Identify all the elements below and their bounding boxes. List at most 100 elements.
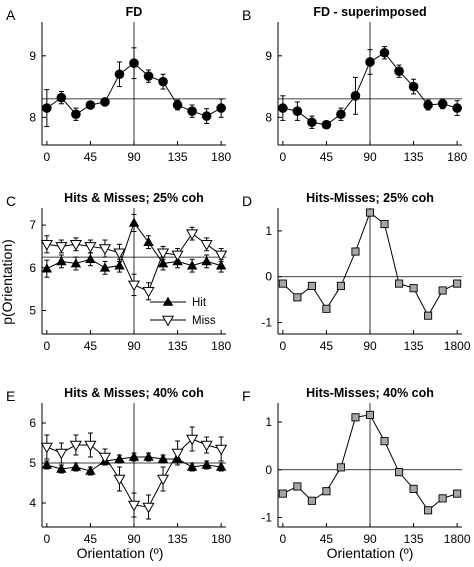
data-point [85,465,96,475]
panel-a: A FD 0 45 90 135 180 8 9 [6,5,231,164]
data-point [186,260,198,270]
data-point [128,451,140,461]
data-point [56,463,67,473]
panel-f: F Hits-Misses; 40% coh 0 45 90 135 1800 -1 0 1 [242,386,471,546]
data-point [42,103,52,113]
legend-marker [162,296,174,306]
data-point [98,452,112,464]
x-tick-label: 90 [363,339,377,353]
y-tick-label: 1 [265,415,272,429]
data-point [293,293,302,302]
data-point [216,103,226,113]
data-point [158,76,168,87]
y-axis-title: p(Orientation) [0,239,15,325]
data-point [409,284,418,293]
x-tick-label: 90 [127,532,141,546]
data-point [365,410,375,419]
y-tick-label: 6 [29,416,36,430]
x-axis-title: Orientation (º) [77,545,164,561]
data-point [143,236,154,246]
series-0 [278,208,462,320]
data-point [113,248,126,260]
series-0 [278,46,462,130]
data-point [380,219,389,229]
data-point [114,453,125,463]
data-point [127,280,141,292]
data-point [71,109,81,120]
x-tick-label: 0 [43,339,50,353]
panel-title: FD - superimposed [313,5,426,19]
y-tick-label: 7 [29,218,36,232]
data-point [40,442,53,454]
x-tick-label: 45 [84,150,98,164]
data-point [278,489,287,498]
data-point [114,260,125,270]
data-point [201,255,212,266]
data-point [156,248,170,260]
panel-title: Hits-Misses; 25% coh [306,191,434,205]
y-tick-label: 9 [265,49,272,63]
data-point [41,459,53,469]
data-point [201,111,212,121]
panel-d: D Hits-Misses; 25% coh 0 45 90 135 1800 -1 0 1 [242,191,471,353]
y-tick-label: 0 [265,463,272,477]
data-point [278,279,287,288]
data-point [56,255,67,266]
data-point [395,279,404,288]
x-tick-label: 45 [320,150,334,164]
data-point [322,304,331,313]
data-point [453,489,462,498]
y-tick-label: 8 [265,110,272,124]
data-point [142,286,155,298]
data-point [157,258,169,268]
data-point [127,500,141,512]
x-tick-label: 90 [127,150,141,164]
data-point [394,66,404,76]
series-hit [41,213,227,278]
data-point [143,451,154,461]
y-tick-label: 4 [29,496,36,510]
series-0 [42,47,226,128]
x-tick-label: 180 [211,339,231,353]
x-tick-label: 1800 [444,532,471,546]
x-tick-label: 0 [279,150,286,164]
data-point [351,413,360,422]
x-tick-label: 135 [404,150,424,164]
data-point [113,474,126,486]
panel-title: FD [126,5,143,19]
data-point [41,263,53,273]
y-tick-label: -1 [261,510,272,524]
data-point [201,459,212,469]
data-point [379,47,390,58]
y-tick-label: 5 [29,304,36,318]
x-tick-label: 0 [43,150,50,164]
data-point [114,69,125,80]
data-point [215,461,227,471]
data-point [395,468,404,477]
data-point [156,474,170,486]
data-point [55,448,68,460]
data-point [409,484,418,493]
x-axis-title-right: Orientation (º) [327,545,414,561]
legend-marker [161,315,175,327]
data-point [424,506,433,515]
legend: Hit Miss [150,296,216,327]
data-point [187,106,197,116]
data-point [215,260,227,270]
series-miss [40,426,228,520]
y-tick-label: 6 [29,261,36,275]
data-point [171,448,184,460]
data-point [200,440,213,452]
data-point [70,258,82,268]
panel-title: Hits-Misses; 40% coh [306,386,434,400]
legend-label: Miss [192,315,216,327]
data-point [424,311,433,320]
x-tick-label: 180 [211,532,231,546]
data-point [84,242,97,253]
data-point [215,444,228,456]
panel-letter: C [6,193,16,209]
data-point [215,250,228,262]
y-tick-label: 8 [29,110,36,124]
